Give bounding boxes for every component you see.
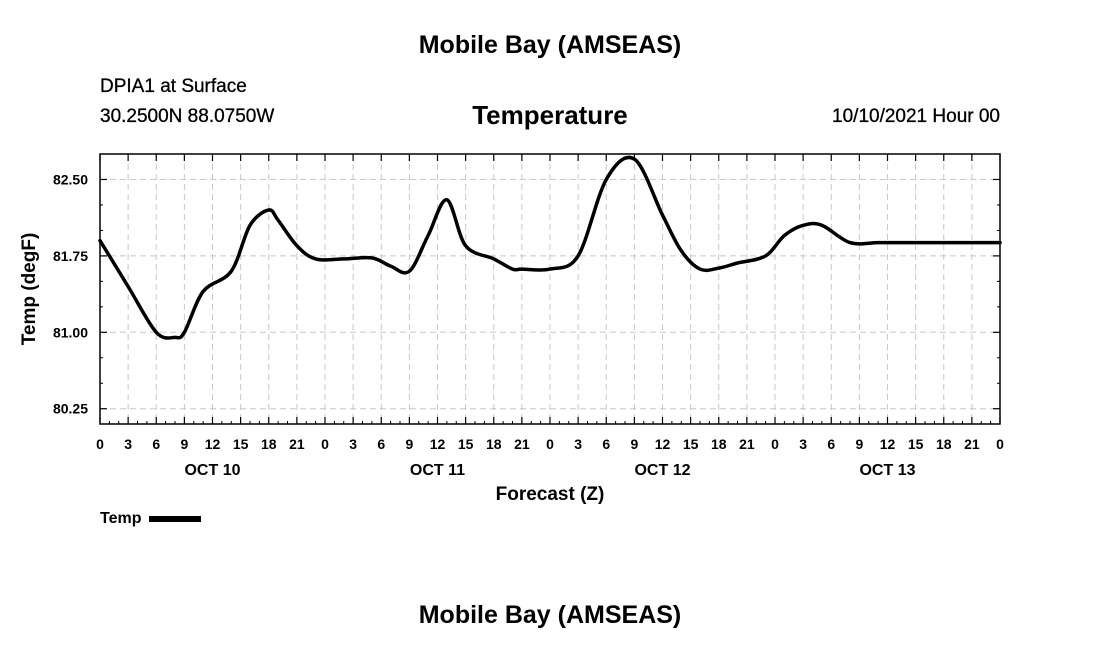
x-tick-label: 12 [205,436,221,452]
y-tick-label: 81.00 [53,324,88,340]
x-tick-label: 15 [458,436,474,452]
y-tick-label: 82.50 [53,171,88,187]
parameter-title: Temperature [472,100,628,130]
y-axis-title: Temp (degF) [19,233,40,346]
x-tick-label: 9 [630,436,638,452]
grid [100,154,1000,424]
axis-labels: 0 3 6 9 12 15 18 21 0 3 6 9 12 15 18 21 0 3 6 9 12 15 18 21 0 3 6 9… [19,171,1004,505]
x-tick-label: 9 [405,436,413,452]
station-coordinates: 30.2500N 88.0750W [100,106,275,127]
x-tick-label: 3 [799,436,807,452]
x-tick-label: 6 [377,436,385,452]
x-tick-label: 21 [514,436,530,452]
x-tick-label: 0 [996,436,1004,452]
legend-label: Temp [100,510,142,527]
x-tick-label: 0 [96,436,104,452]
day-label: OCT 10 [184,462,240,479]
x-tick-label: 18 [936,436,952,452]
x-tick-label: 21 [964,436,980,452]
x-tick-label: 0 [771,436,779,452]
x-tick-label: 15 [908,436,924,452]
day-label: OCT 12 [634,462,690,479]
x-tick-label: 6 [152,436,160,452]
day-label: OCT 13 [859,462,915,479]
chart-top-title: Mobile Bay (AMSEAS) [418,31,682,59]
x-tick-label: 3 [124,436,132,452]
x-tick-label: 21 [739,436,755,452]
series-layer [98,155,1002,340]
temp-series-line [98,155,1002,340]
station-label: DPIA1 at Surface [100,76,247,97]
x-tick-label: 18 [711,436,727,452]
x-tick-label: 15 [233,436,249,452]
legend: Temp [100,510,202,528]
x-tick-label: 9 [180,436,188,452]
x-tick-label: 18 [261,436,277,452]
x-tick-label: 6 [827,436,835,452]
x-tick-label: 0 [321,436,329,452]
day-label: OCT 11 [410,462,465,479]
x-axis-title: Forecast (Z) [496,484,605,505]
x-tick-label: 21 [289,436,305,452]
tick-marks [99,153,1001,424]
legend-line-swatch [149,515,202,522]
y-tick-label: 80.25 [53,401,88,417]
x-tick-label: 3 [574,436,582,452]
x-tick-label: 0 [546,436,554,452]
x-tick-label: 6 [602,436,610,452]
forecast-datetime: 10/10/2021 Hour 00 [832,106,1000,127]
x-tick-label: 3 [349,436,357,452]
x-tick-label: 15 [683,436,699,452]
x-tick-label: 9 [855,436,863,452]
x-tick-label: 12 [880,436,896,452]
y-tick-label: 81.75 [53,248,88,264]
x-tick-label: 18 [486,436,502,452]
x-tick-label: 12 [430,436,446,452]
chart-bottom-title: Mobile Bay (AMSEAS) [418,601,682,629]
x-tick-label: 12 [655,436,671,452]
